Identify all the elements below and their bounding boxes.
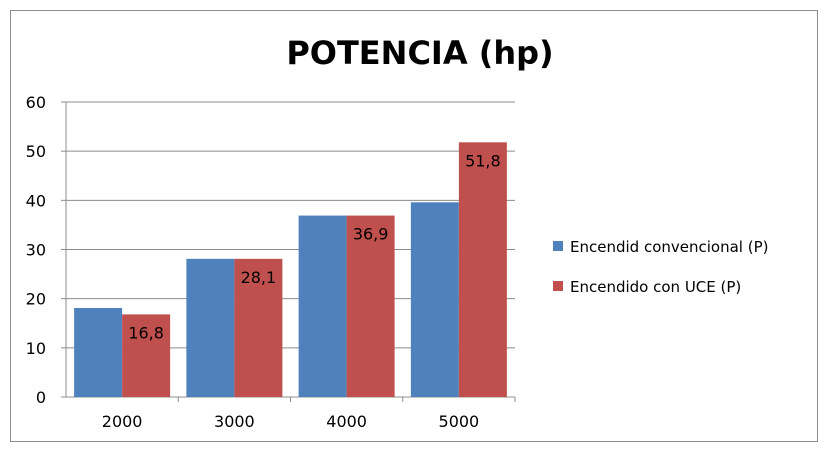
data-label: 16,8 <box>128 323 164 342</box>
bar-uce-5000 <box>458 142 507 397</box>
y-tick-label: 0 <box>36 388 46 407</box>
chart-title: POTENCIA (hp) <box>286 34 553 72</box>
bar-convencional-3000 <box>186 258 235 397</box>
data-label: 28,1 <box>241 268 277 287</box>
y-tick-label: 30 <box>26 241 46 260</box>
data-labels: 16,8 28,1 36,9 51,8 <box>128 151 500 342</box>
y-tick-label: 60 <box>26 93 46 112</box>
legend-label: Encendido con UCE (P) <box>570 278 741 296</box>
data-label: 36,9 <box>353 225 389 244</box>
y-tick-label: 20 <box>26 290 46 309</box>
x-tick-label: 2000 <box>102 412 143 431</box>
x-tick-label: 3000 <box>214 412 255 431</box>
bar-uce-3000 <box>234 258 283 397</box>
legend: Encendid convencional (P) Encendido con U… <box>553 238 768 296</box>
y-tick-label: 40 <box>26 191 46 210</box>
y-tick-label: 10 <box>26 339 46 358</box>
bar-uce-2000 <box>122 314 171 397</box>
bar-uce-4000 <box>346 215 395 397</box>
bars <box>74 142 507 397</box>
x-tick-label: 5000 <box>439 412 480 431</box>
y-tick-label: 50 <box>26 142 46 161</box>
legend-swatch <box>553 241 563 251</box>
x-tick-label: 4000 <box>326 412 367 431</box>
bar-convencional-4000 <box>298 215 347 397</box>
bar-convencional-2000 <box>74 308 123 397</box>
bar-convencional-5000 <box>410 202 459 397</box>
legend-swatch <box>553 281 563 291</box>
legend-label: Encendid convencional (P) <box>570 238 768 256</box>
data-label: 51,8 <box>465 151 501 170</box>
